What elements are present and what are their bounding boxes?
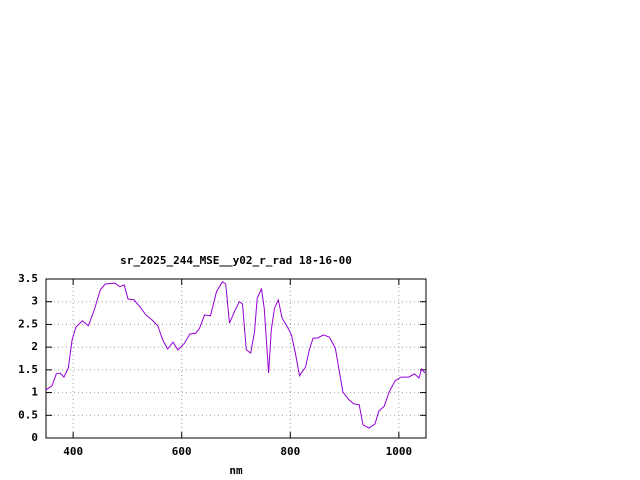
x-tick-label: 800 xyxy=(280,445,300,458)
x-tick-label: 400 xyxy=(63,445,83,458)
x-axis-label: nm xyxy=(229,464,243,477)
x-tick-label: 1000 xyxy=(386,445,413,458)
chart-title: sr_2025_244_MSE__y02_r_rad 18-16-00 xyxy=(120,254,352,267)
y-tick-label: 1 xyxy=(31,386,38,399)
data-line xyxy=(45,280,426,429)
x-tick-label: 600 xyxy=(172,445,192,458)
y-tick-label: 0.5 xyxy=(18,408,38,421)
y-tick-label: 0 xyxy=(31,431,38,444)
y-tick-label: 3 xyxy=(31,295,38,308)
y-tick-label: 1.5 xyxy=(18,363,38,376)
y-tick-label: 3.5 xyxy=(18,272,38,285)
plot-frame xyxy=(45,278,427,439)
y-tick-label: 2 xyxy=(31,340,38,353)
y-tick-label: 2.5 xyxy=(18,317,38,330)
